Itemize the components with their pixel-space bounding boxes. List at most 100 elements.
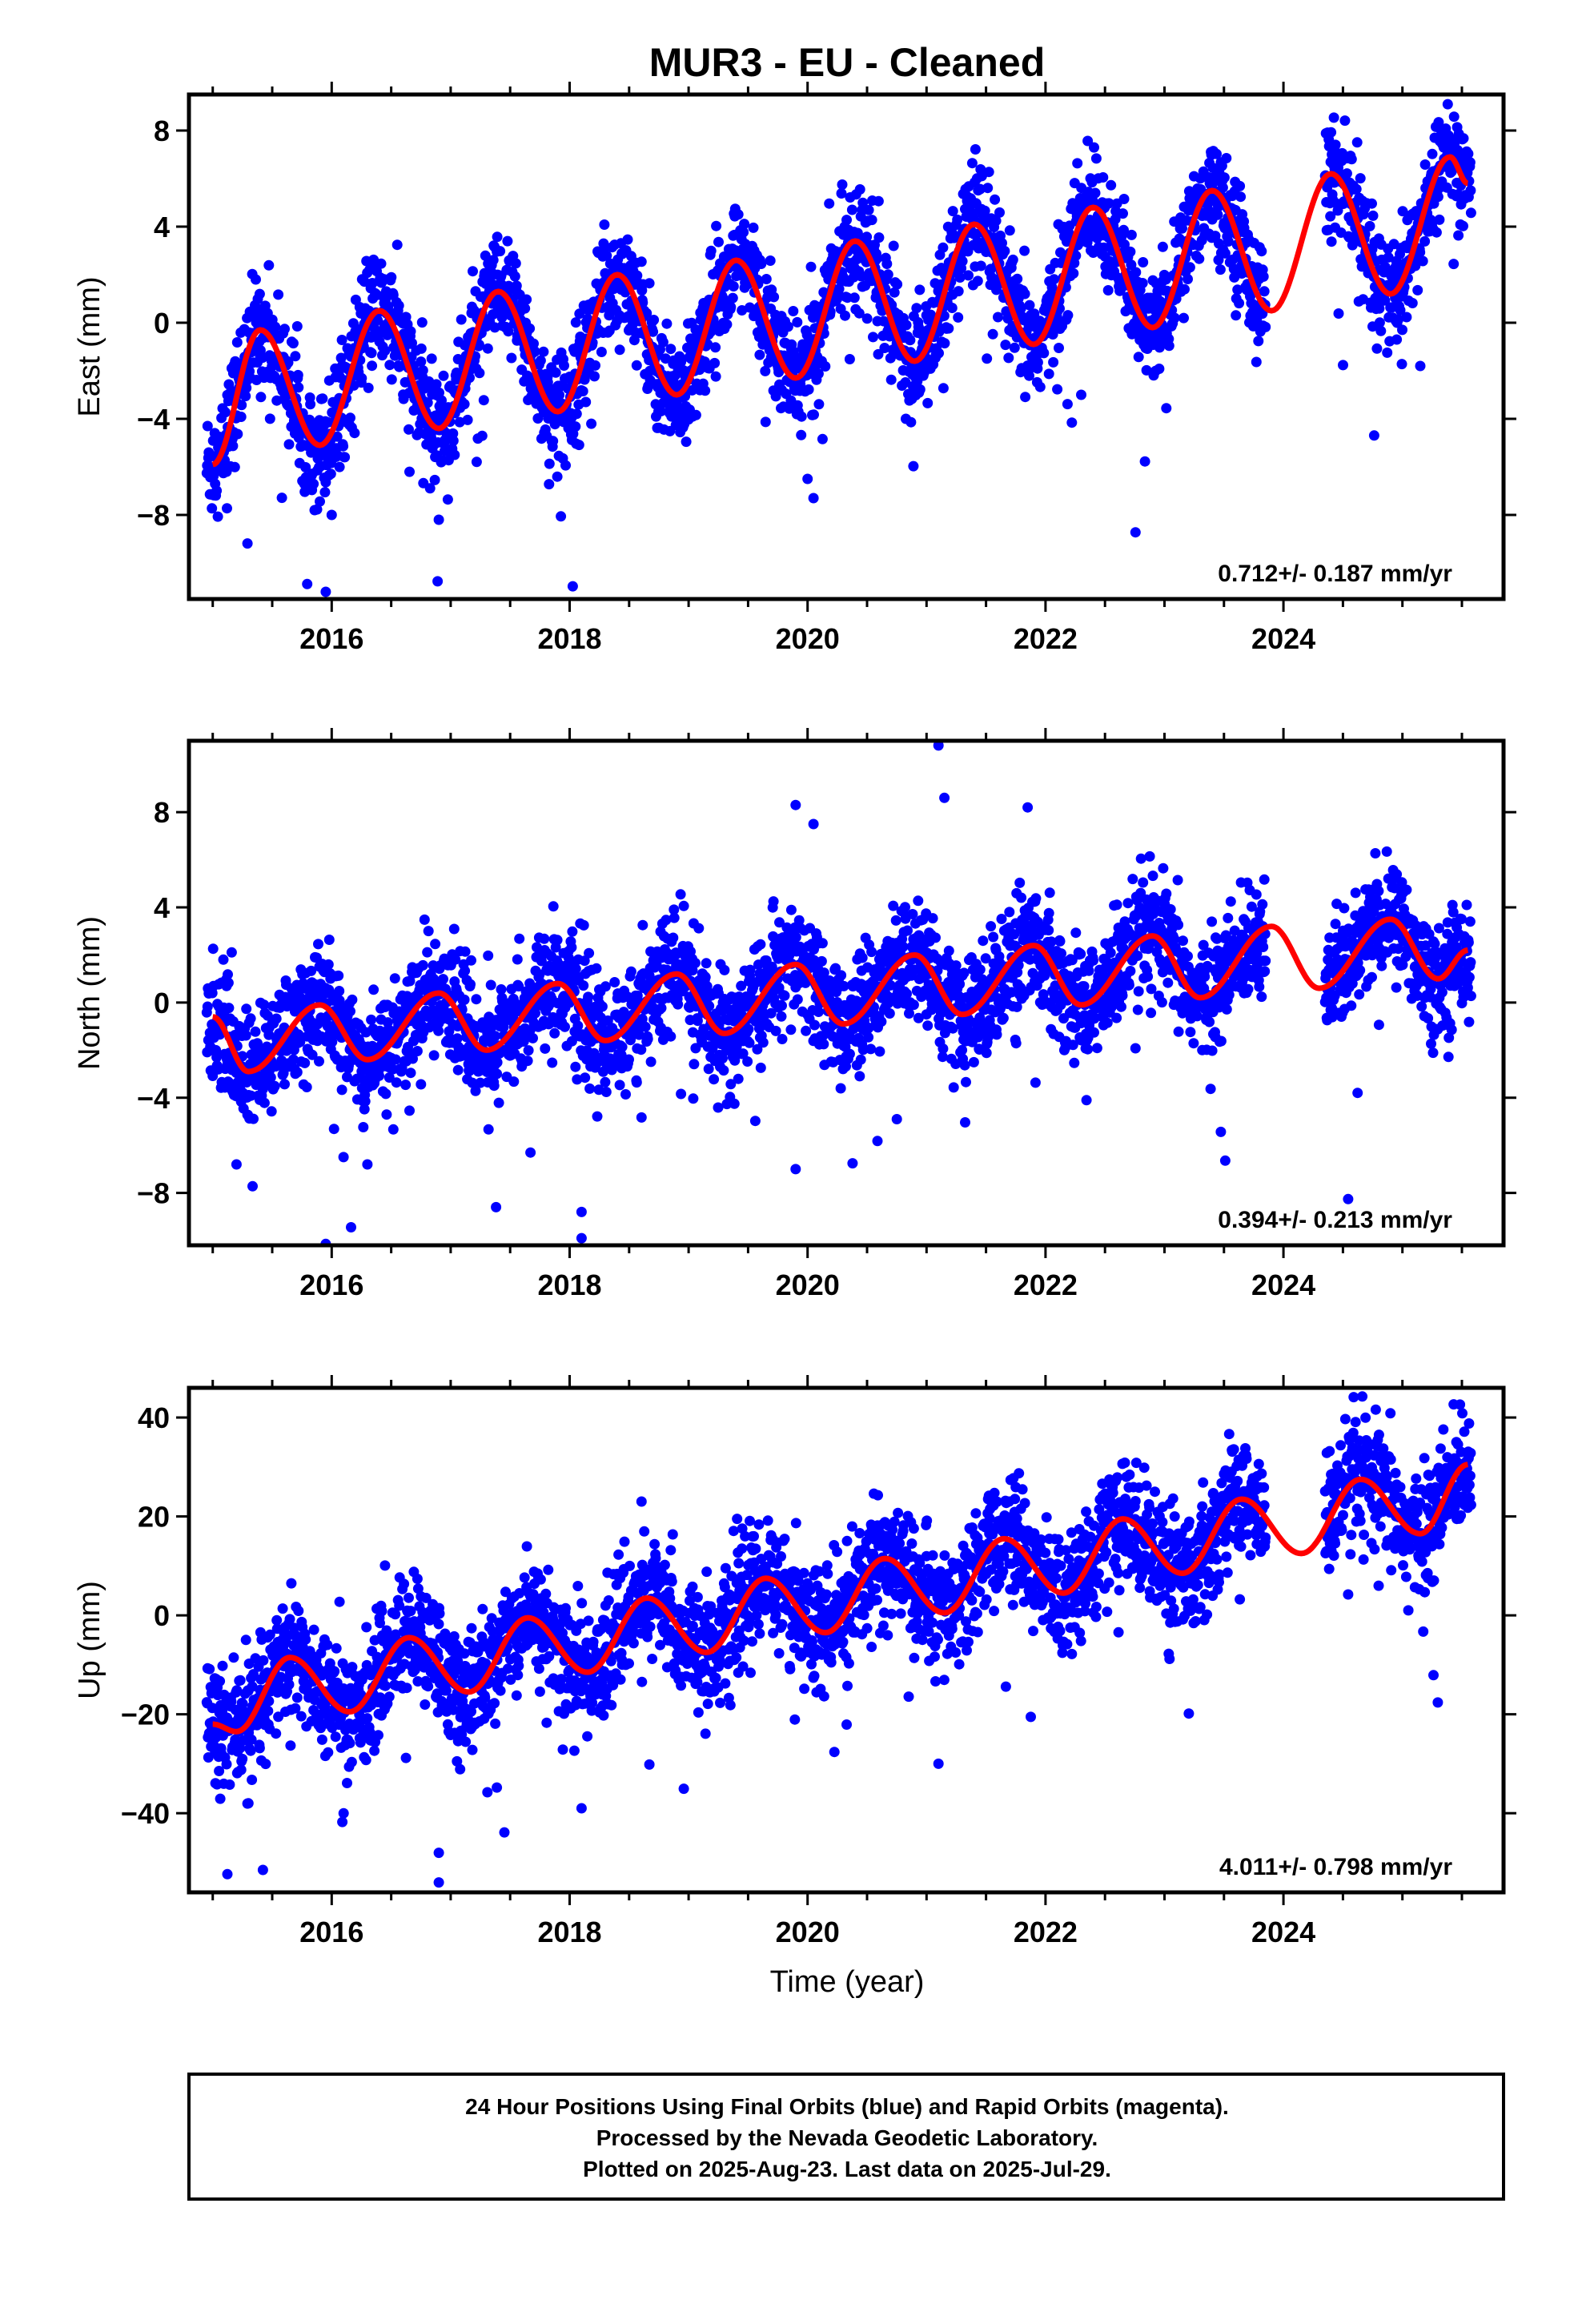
data-point [1007,254,1018,265]
data-point [383,301,394,312]
data-point [495,246,506,257]
data-point [661,915,672,926]
data-point [1235,191,1247,203]
data-point [743,1023,754,1035]
data-point [356,372,367,384]
data-point [1130,527,1141,538]
data-point [1110,214,1121,225]
data-point [308,478,319,489]
data-point [331,431,343,442]
data-point [1137,278,1148,288]
data-point [259,999,270,1011]
outlier-point [1076,389,1086,400]
data-point [1212,209,1223,220]
data-point [836,970,847,981]
data-point [315,496,325,507]
data-point [571,408,582,420]
data-point [954,272,966,283]
data-point [1118,208,1128,219]
data-point [991,284,1002,296]
data-point [412,1046,423,1056]
data-point [1138,257,1149,267]
data-point [1106,179,1117,191]
data-point [721,319,733,330]
data-point [250,1026,261,1037]
data-point [673,999,684,1010]
data-point [693,923,705,934]
data-point [857,197,869,208]
data-point [1351,137,1363,148]
data-point [460,946,471,957]
data-point [1054,343,1064,353]
data-point [957,255,968,267]
data-point [676,356,687,368]
data-point [1258,271,1269,282]
data-point [614,344,625,356]
data-point [1038,348,1050,359]
data-point [473,339,484,350]
data-point [809,1019,820,1031]
data-point [468,266,478,277]
data-point [416,1079,427,1090]
data-point [1034,381,1046,392]
data-point [739,219,750,230]
data-point [1029,308,1040,320]
data-point [676,1088,687,1100]
data-point [966,158,978,169]
data-point [841,215,852,226]
data-point [938,1043,949,1054]
data-point [876,1016,887,1027]
east-y-axis-label: East (mm) [73,276,106,416]
data-point [744,1037,755,1048]
data-point [640,1021,651,1032]
data-point [774,917,785,928]
data-point [211,485,223,497]
data-point [1130,267,1142,278]
data-point [633,1029,644,1040]
data-point [438,974,448,985]
data-point [359,1096,371,1107]
data-point [525,1147,536,1158]
data-point [1215,264,1226,275]
data-point [1397,324,1407,336]
data-point [796,429,807,440]
data-point [765,255,776,266]
data-point [770,1025,781,1036]
data-point [830,963,841,974]
data-point [276,493,287,504]
data-point [1355,173,1366,184]
data-point [657,336,669,348]
data-point [511,280,522,292]
data-point [1066,417,1078,428]
data-point [837,179,848,190]
data-point [922,397,934,408]
data-point [433,1025,444,1036]
data-point [1179,283,1190,295]
data-point [757,1037,769,1048]
data-point [387,1124,399,1135]
data-point [767,963,778,975]
data-point [339,452,351,463]
data-point [645,1056,656,1068]
data-point [491,1201,502,1212]
data-point [591,963,602,974]
data-point [863,1031,874,1043]
data-point [755,1062,766,1073]
data-point [824,993,835,1004]
data-point [349,428,360,439]
data-point [266,1106,277,1117]
data-point [417,959,428,971]
data-point [1090,153,1102,164]
data-point [548,901,559,912]
data-point [366,348,377,359]
data-point [464,1065,475,1076]
data-point [1410,260,1421,271]
data-point [524,323,536,334]
data-point [1046,282,1058,293]
data-point [212,511,223,522]
data-point [725,1079,737,1090]
data-point [478,395,489,406]
data-point [874,1046,885,1057]
plot-frame [187,92,1506,601]
